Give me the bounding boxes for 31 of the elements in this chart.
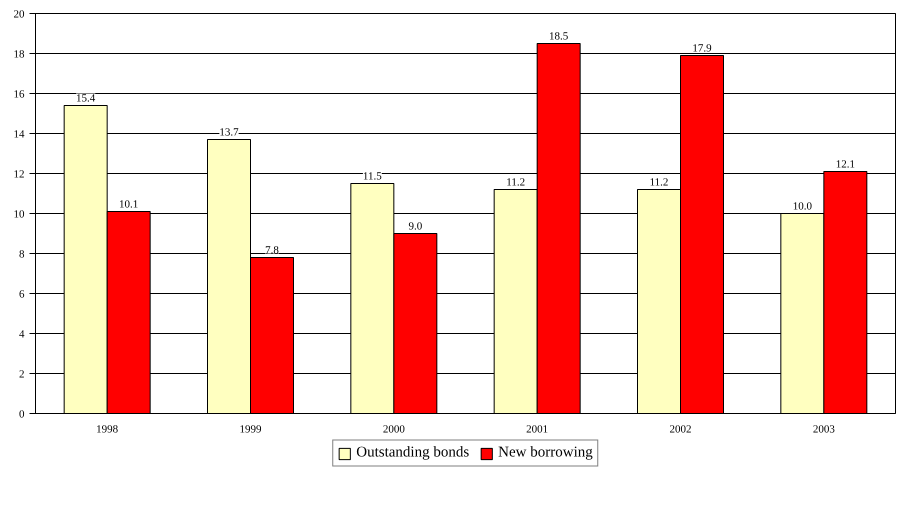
data-label: 10.1	[119, 198, 138, 210]
y-tick-label: 14	[14, 128, 25, 140]
data-label: 11.2	[506, 176, 526, 188]
x-tick-label: 2002	[670, 424, 692, 436]
y-tick-label: 4	[19, 328, 25, 340]
x-tick-label: 1998	[96, 424, 119, 436]
x-tick-label: 2001	[526, 424, 548, 436]
y-tick-label: 12	[14, 168, 24, 180]
data-label: 17.9	[692, 42, 712, 54]
x-tick-label: 1999	[240, 424, 262, 436]
data-label: 11.5	[362, 170, 382, 182]
y-tick-label: 10	[14, 208, 25, 220]
data-label: 11.2	[650, 176, 668, 188]
y-tick-label: 18	[14, 48, 25, 60]
data-label: 9.0	[408, 220, 423, 232]
y-tick-label: 0	[19, 408, 25, 420]
data-label: 7.8	[265, 244, 280, 256]
y-tick-label: 2	[19, 368, 24, 380]
y-tick-label: 8	[19, 248, 25, 260]
y-tick-label: 16	[14, 88, 25, 100]
y-tick-label: 6	[19, 288, 25, 300]
y-tick-label: 20	[14, 8, 25, 20]
data-label: 12.1	[836, 158, 855, 170]
legend-label: New borrowing	[498, 444, 593, 462]
data-label: 10.0	[792, 200, 812, 212]
x-tick-label: 2003	[812, 424, 836, 436]
data-label: 13.7	[219, 126, 240, 138]
data-label: 15.4	[76, 92, 96, 104]
x-tick-label: 2000	[382, 424, 406, 436]
data-label: 18.5	[549, 30, 569, 42]
legend-label: Outstanding bonds	[356, 444, 470, 462]
